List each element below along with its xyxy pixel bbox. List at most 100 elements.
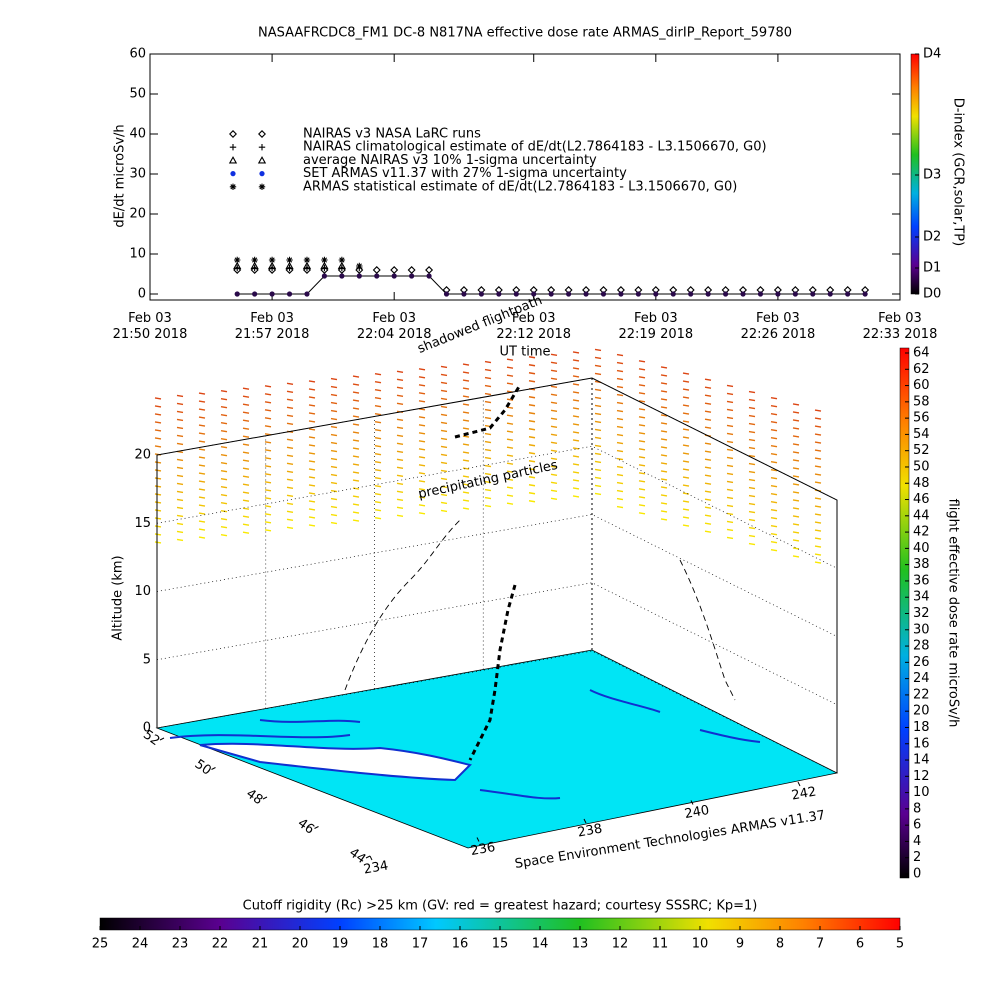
particle-dash <box>462 427 470 430</box>
particle-dash <box>770 437 778 440</box>
particle-dash <box>330 465 338 469</box>
colorbar-tick-label: 12 <box>612 937 629 952</box>
particle-dash <box>440 397 448 401</box>
particle-dash <box>814 481 822 484</box>
particle-dash <box>572 495 580 498</box>
particle-dash <box>572 407 580 410</box>
shadow-curve <box>679 559 736 701</box>
particle-dash <box>440 445 448 449</box>
legend-label: NAIRAS climatological estimate of dE/dt(… <box>303 140 767 155</box>
particle-dash <box>660 462 668 465</box>
particle-dash <box>330 401 338 405</box>
particle-dash <box>462 499 470 502</box>
particle-dash <box>682 436 690 439</box>
particle-dash <box>704 418 712 421</box>
particle-dash <box>264 409 272 412</box>
particle-dash <box>352 447 360 450</box>
particle-dash <box>484 416 492 420</box>
particle-dash <box>550 409 558 413</box>
particle-dash <box>792 467 800 470</box>
colorbar-tick-label: 24 <box>132 937 149 952</box>
particle-dash <box>308 396 316 399</box>
particle-dash <box>528 412 536 415</box>
lon-tick-label: 234 <box>362 858 389 877</box>
particle-dash <box>462 403 470 406</box>
data-point <box>339 273 345 279</box>
particle-dash <box>594 372 602 376</box>
particle-dash <box>572 455 580 458</box>
colorbar-tick-label: D3 <box>923 168 941 183</box>
particle-dash <box>704 410 712 413</box>
particle-dash <box>594 468 602 472</box>
particle-dash <box>638 440 646 443</box>
particle-dash <box>704 490 712 493</box>
z-tick-label: 20 <box>134 448 151 463</box>
particle-dash <box>440 477 448 481</box>
particle-dash <box>638 424 646 427</box>
particle-dash <box>484 456 492 460</box>
particle-dash <box>814 561 822 564</box>
particle-dash <box>374 484 382 488</box>
colorbar-tick-label: 17 <box>412 937 429 952</box>
particle-dash <box>286 478 294 482</box>
lon-tick <box>476 837 480 842</box>
particle-dash <box>572 431 580 434</box>
colorbar-tick-label: 18 <box>372 937 389 952</box>
particle-dash <box>682 460 690 463</box>
particle-dash <box>660 494 668 497</box>
particle-dash <box>550 401 558 405</box>
particle-dash <box>572 375 580 378</box>
particle-dash <box>330 505 338 509</box>
particle-dash <box>594 420 602 424</box>
particle-dash <box>220 389 228 393</box>
particle-dash <box>264 417 272 420</box>
particle-dash <box>330 377 338 381</box>
particle-dash <box>396 466 404 469</box>
particle-dash <box>396 402 404 405</box>
particle-dash <box>462 419 470 422</box>
particle-dash <box>506 478 514 481</box>
particle-dash <box>198 536 206 539</box>
colorbar-tick-label: 2 <box>913 850 921 865</box>
particle-dash <box>704 506 712 509</box>
particle-dash <box>814 537 822 540</box>
particle-dash <box>374 508 382 512</box>
particle-dash <box>308 404 316 407</box>
particle-dash <box>198 400 206 403</box>
particle-dash <box>748 502 756 506</box>
particle-dash <box>374 476 382 480</box>
particle-dash <box>176 426 184 430</box>
z-tick-label: 10 <box>134 584 151 599</box>
particle-dash <box>154 445 162 448</box>
particle-dash <box>242 515 250 518</box>
colorbar-tick-label: 12 <box>913 769 930 784</box>
particle-dash <box>176 402 184 406</box>
particle-dash <box>418 424 426 427</box>
particle-dash <box>506 454 514 457</box>
particle-dash <box>594 452 602 456</box>
particle-dash <box>220 525 228 529</box>
particle-dash <box>616 369 624 373</box>
particle-dash <box>748 534 756 538</box>
data-point <box>600 291 607 297</box>
lat-tick <box>365 855 371 859</box>
particle-dash <box>374 404 382 408</box>
particle-dash <box>462 395 470 398</box>
particle-dash <box>242 523 250 526</box>
particle-dash <box>550 361 558 365</box>
particle-dash <box>748 542 756 546</box>
particle-dash <box>726 512 734 516</box>
particle-dash <box>484 400 492 404</box>
particle-dash <box>462 475 470 478</box>
particle-dash <box>550 433 558 437</box>
particle-dash <box>814 497 822 500</box>
particle-dash <box>264 513 272 516</box>
particle-dash <box>440 405 448 409</box>
particle-dash <box>462 371 470 374</box>
particle-dash <box>286 510 294 514</box>
particle-dash <box>726 448 734 452</box>
particle-dash <box>572 399 580 402</box>
colorbar-tick-label: 36 <box>913 573 930 588</box>
particle-dash <box>242 443 250 446</box>
particle-dash <box>528 492 536 495</box>
